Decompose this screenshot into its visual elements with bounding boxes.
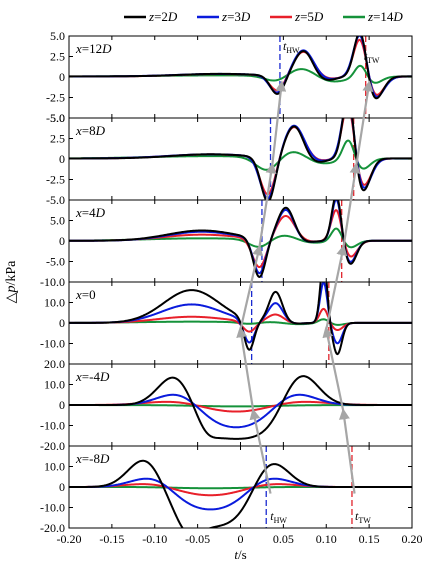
tw-propagation-arrow: [322, 326, 345, 412]
y-tick-label: 0: [59, 152, 65, 166]
x-axis-label: t/s: [234, 547, 246, 562]
x-tick-label: -0.20: [57, 532, 82, 546]
x-tick-label: 0.10: [316, 532, 337, 546]
hw-propagation-arrow: [236, 326, 255, 412]
series-0-line: [69, 282, 412, 356]
y-tick-label: -10.0: [40, 419, 65, 433]
y-tick-label: -5.0: [46, 111, 65, 125]
panel-label: x=4D: [75, 205, 106, 220]
panel-label: x=12D: [75, 41, 112, 56]
panel-1: 5.0 2.5 0 -2.5 -5.0 x=8D: [46, 111, 413, 207]
panel-label: x=-4D: [75, 369, 110, 384]
y-tick-label: 10.0: [44, 378, 65, 392]
panel-2: 5.0 0 -5.0 -10.0 x=4D: [40, 199, 413, 289]
y-tick-label: 0: [59, 316, 65, 330]
panels: 5.02.50-2.5-5.0x=12D5.02.50-2.5-5.0x=8D5…: [40, 29, 413, 535]
legend: z=2D z=3D z=5D z=14D: [124, 9, 403, 24]
y-tick-label: -2.5: [46, 173, 65, 187]
y-tick-label: -5.0: [46, 255, 65, 269]
series-0-line: [69, 459, 412, 528]
legend-label-3: z=14D: [367, 9, 403, 24]
x-tick-label: -0.10: [142, 532, 167, 546]
panel-5: 10.0 0 -10.0 -20.0 x=-8D: [40, 445, 413, 535]
y-tick-label: -10.0: [40, 501, 65, 515]
y-tick-label: 20.0: [44, 357, 65, 371]
panel-3: 10.0 0 -10.0 x=0: [40, 281, 413, 365]
wave-arrows: tHW tTW tHW tTW: [236, 39, 380, 525]
panel-label: x=0: [75, 287, 96, 302]
x-tick-label: 0.05: [273, 532, 294, 546]
tw-propagation-arrow: [355, 80, 374, 166]
y-tick-label: -10.0: [40, 275, 65, 289]
hw-propagation-arrow: [239, 244, 263, 330]
series-0-line: [69, 118, 412, 200]
series-2-line: [69, 483, 412, 497]
series-0-line: [69, 200, 412, 278]
hw-label-bottom: tHW: [270, 509, 287, 525]
panel-label: x=8D: [75, 123, 106, 138]
tw-label-top: tTW: [364, 49, 380, 65]
panel-0: 5.0 2.5 0 -2.5 -5.0 x=12D: [46, 29, 413, 125]
y-tick-label: 0: [59, 480, 65, 494]
panel-label: x=-8D: [75, 451, 110, 466]
y-tick-label: -20.0: [40, 521, 65, 535]
tw-propagation-arrow: [342, 162, 361, 248]
series-0-line: [69, 36, 412, 100]
y-tick-label: 0: [59, 70, 65, 84]
series-0-line: [69, 375, 412, 440]
hw-propagation-arrow: [258, 162, 277, 248]
y-tick-label: 2.5: [50, 132, 65, 146]
x-tick-label: 0.15: [359, 532, 380, 546]
legend-label-0: z=2D: [148, 9, 178, 24]
x-tick-label: 0: [238, 532, 244, 546]
legend-label-2: z=5D: [294, 9, 324, 24]
hw-propagation-arrow: [271, 80, 287, 166]
y-tick-label: 5.0: [50, 29, 65, 43]
y-tick-label: 0: [59, 234, 65, 248]
y-tick-label: 0: [59, 398, 65, 412]
tw-propagation-arrow: [325, 244, 348, 330]
y-tick-label: -10.0: [40, 337, 65, 351]
y-tick-label: 10.0: [44, 460, 65, 474]
series-1-line: [69, 477, 412, 511]
y-tick-label: 5.0: [50, 214, 65, 228]
x-tick-label: -0.15: [99, 532, 124, 546]
series-2-line: [69, 38, 412, 96]
tw-propagation-arrow: [338, 408, 356, 494]
y-tick-label: -5.0: [46, 193, 65, 207]
hw-propagation-arrow: [249, 408, 272, 494]
tw-label-bottom: tTW: [355, 509, 371, 525]
y-tick-label: 10.0: [44, 296, 65, 310]
y-tick-label: -2.5: [46, 91, 65, 105]
x-tick-label: -0.05: [185, 532, 210, 546]
hw-label-top: tHW: [283, 39, 300, 55]
x-tick-label: 0.20: [402, 532, 423, 546]
series-2-line: [69, 209, 412, 269]
y-axis-label: △p/kPa: [4, 260, 19, 303]
y-tick-label: -20.0: [40, 439, 65, 453]
y-tick-label: 2.5: [50, 50, 65, 64]
y-tick-label: 5.0: [50, 111, 65, 125]
x-axis: -0.20 -0.15 -0.10 -0.05 0 0.05 0.10 0.15 0.20 t/s: [57, 532, 423, 562]
panel-4: 20.0 10.0 0 -10.0 -20.0 x=-4D: [40, 357, 413, 453]
legend-label-1: z=3D: [221, 9, 251, 24]
y-axis-label-text: △p/kPa: [4, 260, 19, 303]
